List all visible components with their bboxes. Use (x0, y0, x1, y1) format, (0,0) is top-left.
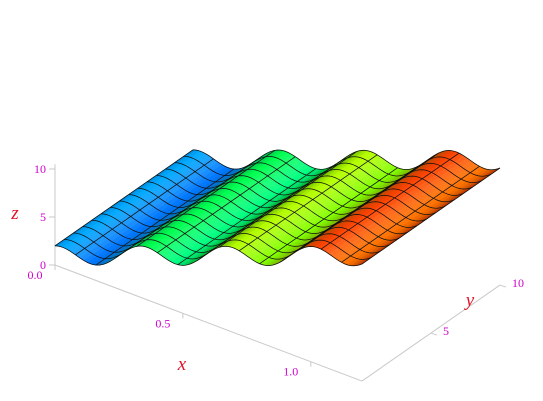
mesh-line-constant-x (259, 167, 398, 265)
mesh-line-constant-x (95, 168, 235, 266)
z-tick-label: 10 (34, 162, 46, 176)
mesh-line-constant-x (320, 152, 460, 250)
y-tick-label: 10 (512, 276, 524, 290)
mesh-line-constant-x (341, 165, 480, 263)
y-tick-mark (430, 332, 438, 336)
mesh-line-constant-x (238, 154, 378, 252)
box-edge-bottom-front (54, 264, 363, 382)
mesh-line-constant-x (300, 152, 439, 250)
mesh-line-constant-x (136, 150, 276, 247)
z-tick-label: 0 (40, 258, 46, 272)
y-tick-mark (499, 284, 507, 288)
z-axis-title: z (10, 203, 19, 224)
mesh-line-constant-x (279, 165, 419, 263)
mesh-line-constant-x (75, 158, 214, 256)
z-tick-label: 5 (40, 210, 46, 224)
mesh-line-constant-x (218, 151, 357, 248)
axis-ticks: 0.0 0.5 1.0 5 10 0 5 10 (28, 162, 524, 379)
mesh-line-constant-x (198, 163, 337, 261)
mesh-line-constant-x (116, 161, 255, 258)
x-tick-label: 0.5 (155, 316, 170, 330)
x-tick-label: 0.0 (28, 268, 43, 282)
x-axis-title: x (177, 354, 187, 375)
mesh-line-constant-x (361, 167, 501, 265)
y-tick-label: 5 (443, 324, 449, 338)
mesh-line-constant-x (177, 168, 316, 265)
x-tick-label: 1.0 (283, 365, 298, 379)
mesh-line-constant-y (192, 149, 501, 171)
surface-mesh (54, 149, 501, 267)
mesh-line-constant-x (157, 156, 296, 254)
y-axis-title: y (464, 290, 475, 311)
mesh-line-constant-x (54, 149, 194, 247)
